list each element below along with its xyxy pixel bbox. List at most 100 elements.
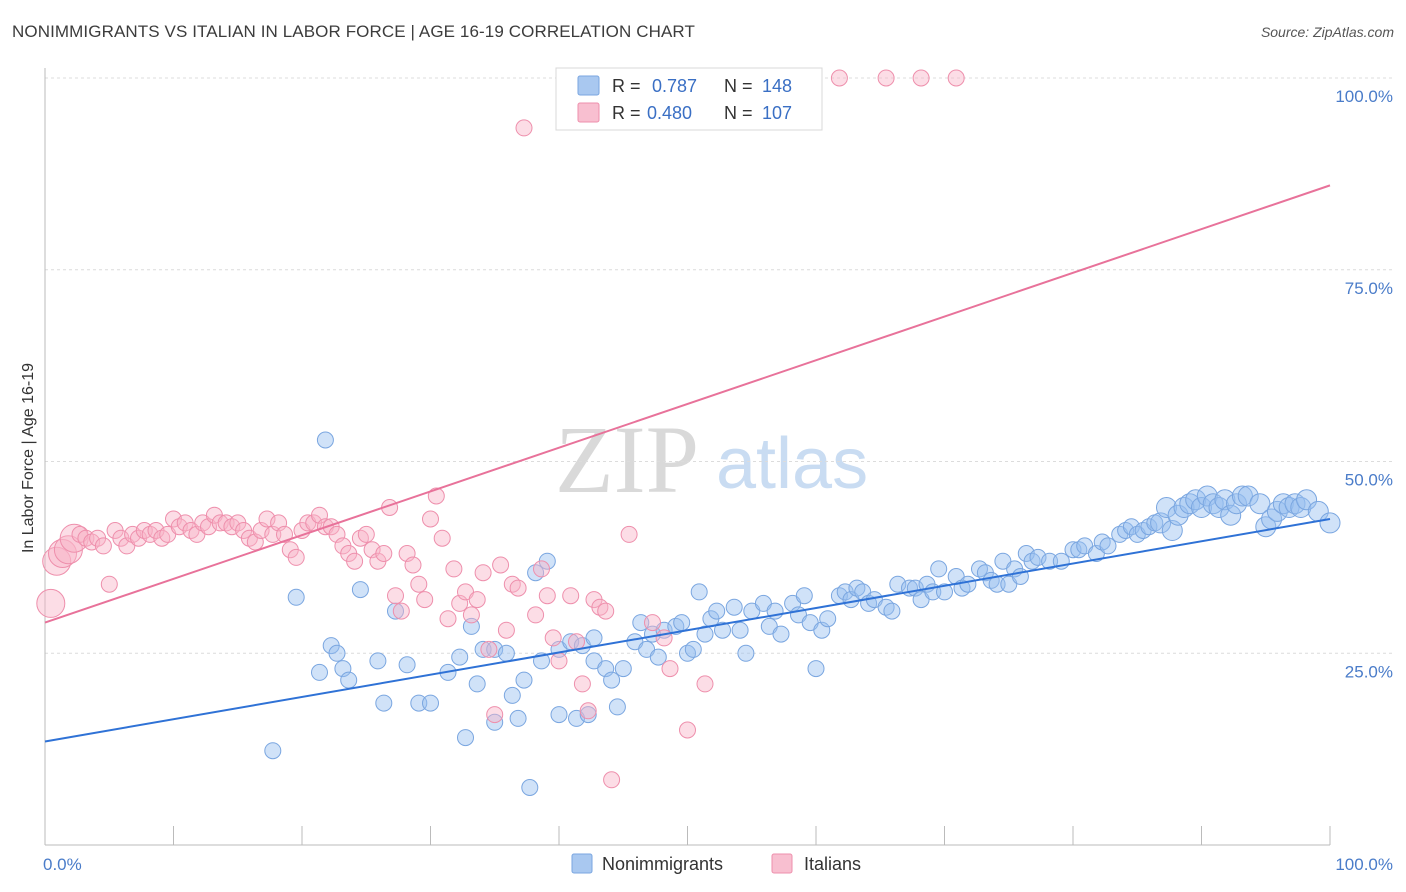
watermark-zip: ZIP [555, 406, 699, 513]
axes [44, 68, 1331, 846]
nonimmigrant-point [579, 706, 597, 724]
italian-point [445, 560, 463, 578]
italian-point [509, 579, 527, 597]
italian-point [579, 702, 597, 720]
legend-swatch-nonimmigrants [577, 75, 600, 96]
nonimmigrant-point [807, 660, 825, 678]
italian-point [644, 614, 661, 632]
nonimmigrant-point [1231, 485, 1253, 507]
gridlines [45, 77, 1395, 654]
italian-point [877, 69, 895, 87]
legend-swatch-italians [577, 102, 600, 123]
legend-r-value-2: 0.480 [647, 103, 692, 123]
nonimmigrant-point [959, 575, 977, 593]
nonimmigrant-point [497, 644, 515, 662]
nonimmigrant-point [912, 591, 930, 609]
nonimmigrant-point [737, 644, 755, 662]
italian-point [696, 675, 714, 693]
legend-n-value-2: 107 [762, 103, 792, 123]
italian-point [515, 119, 533, 137]
y-tick-label: 25.0% [1345, 662, 1393, 681]
nonimmigrant-point [760, 617, 778, 635]
italian-point [655, 629, 673, 647]
legend-r-label-1: R = [612, 76, 641, 96]
nonimmigrant-point [754, 594, 772, 612]
nonimmigrant-point [316, 431, 334, 449]
italian-point [427, 487, 445, 505]
nonimmigrant-point [930, 560, 948, 578]
italian-point [48, 539, 77, 568]
y-tick-label: 75.0% [1345, 279, 1393, 298]
nonimmigrant-point [410, 694, 428, 712]
nonimmigrant-point [422, 694, 439, 712]
nonimmigrant-point [1156, 497, 1177, 518]
nonimmigrant-point [936, 583, 953, 601]
italian-point [392, 602, 410, 620]
italian-point [462, 606, 480, 624]
legend-r-value-1: 0.787 [652, 76, 697, 96]
nonimmigrant-point [1272, 493, 1294, 515]
nonimmigrant-point [731, 621, 749, 639]
italian-point [620, 525, 638, 543]
nonimmigrant-point [632, 614, 650, 632]
italian-point [912, 69, 930, 87]
italian-point [94, 537, 112, 555]
nonimmigrants-trend-line [44, 518, 1331, 743]
italian-point [661, 660, 679, 678]
italian-point [562, 587, 580, 605]
nonimmigrant-point [1278, 497, 1300, 518]
tick-labels: 25.0% 50.0% 75.0% 100.0% 0.0% 100.0% [43, 87, 1393, 874]
italian-point [287, 548, 305, 566]
chart-title: NONIMMIGRANTS VS ITALIAN IN LABOR FORCE … [12, 22, 695, 41]
italian-point [568, 633, 585, 651]
italian-point [679, 721, 696, 739]
nonimmigrant-point [1249, 493, 1271, 515]
y-tick-label: 100.0% [1335, 87, 1393, 106]
nonimmigrant-point [515, 671, 533, 689]
nonimmigrant-point [375, 694, 393, 712]
nonimmigrant-point [468, 675, 486, 693]
nonimmigrant-point [772, 625, 790, 643]
italian-point [375, 545, 393, 562]
nonimmigrant-point [369, 652, 387, 670]
trend-lines [44, 184, 1331, 743]
nonimmigrant-point [585, 652, 603, 670]
nonimmigrant-point [1099, 537, 1117, 555]
italians-trend-line [44, 184, 1331, 624]
italian-point [603, 771, 621, 789]
italian-point [573, 675, 591, 693]
bottom-legend-italians: Italians [804, 854, 861, 874]
italian-point [474, 564, 492, 582]
nonimmigrant-point [1220, 504, 1242, 526]
x-tick-label: 0.0% [43, 855, 82, 874]
italian-point [492, 556, 510, 574]
nonimmigrant-point [994, 552, 1012, 570]
nonimmigrant-point [311, 663, 328, 681]
italian-point [100, 575, 118, 593]
nonimmigrant-point [1041, 552, 1059, 570]
legend-box [555, 67, 823, 131]
series-legend: Nonimmigrants Italians [571, 853, 861, 874]
nonimmigrant-point [521, 779, 539, 796]
italian-point [36, 588, 66, 618]
legend-n-value-1: 148 [762, 76, 792, 96]
italian-point [357, 525, 375, 543]
nonimmigrant-point [673, 614, 691, 632]
italian-point [544, 629, 562, 647]
italian-point [550, 652, 568, 670]
nonimmigrant-point [608, 698, 626, 716]
italian-point [299, 514, 317, 532]
x-tick-label: 100.0% [1335, 855, 1393, 874]
bottom-legend-nonimmigrants: Nonimmigrants [602, 854, 723, 874]
italian-point [387, 587, 404, 605]
nonimmigrant-point [1179, 493, 1201, 515]
watermark-atlas: atlas [716, 424, 868, 504]
y-tick-label: 50.0% [1345, 471, 1393, 490]
italian-point [422, 510, 439, 528]
nonimmigrant-point [696, 625, 714, 643]
nonimmigrant-point [714, 621, 731, 639]
italian-point [527, 606, 545, 624]
nonimmigrant-point [708, 602, 726, 620]
nonimmigrant-point [451, 648, 469, 666]
